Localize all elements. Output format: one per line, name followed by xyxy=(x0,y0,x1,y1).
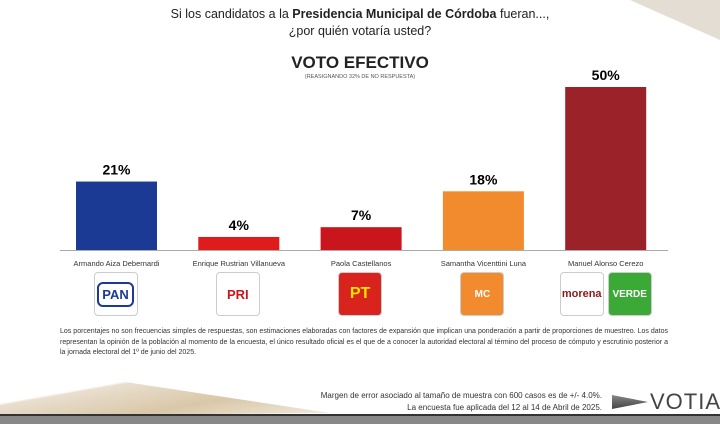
party-logo-verde: VERDE xyxy=(607,272,652,316)
bar xyxy=(565,87,647,250)
survey-dates: La encuesta fue aplicada del 12 al 14 de… xyxy=(407,403,602,412)
bar xyxy=(320,227,402,250)
methodology-note: Los porcentajes no son frecuencias simpl… xyxy=(60,328,668,356)
party-logo-pan: PAN xyxy=(93,272,138,316)
party-logo-morena: morena xyxy=(559,272,604,316)
chart-subtitle: (REASIGNANDO 32% DE NO RESPUESTA) xyxy=(304,74,416,80)
data-label: 4% xyxy=(229,217,250,233)
corner-decoration xyxy=(630,0,720,40)
question: Si los candidatos a la Presidencia Munic… xyxy=(0,6,720,40)
chart-title: VOTO EFECTIVO xyxy=(291,53,429,72)
logo-mark-icon xyxy=(612,395,648,409)
bar xyxy=(76,181,157,250)
bottom-border xyxy=(0,414,720,424)
margin-of-error: Margen de error asociado al tamaño de mu… xyxy=(320,391,602,400)
bar xyxy=(442,191,524,250)
data-label: 50% xyxy=(592,67,621,83)
category-label: Samantha Vicenttini Luna xyxy=(440,259,527,268)
data-label: 18% xyxy=(469,171,498,187)
party-logo-pt: PT xyxy=(338,272,383,316)
category-label: Manuel Alonso Cerezo xyxy=(567,259,644,268)
category-label: Armando Aiza Debernardi xyxy=(73,259,160,268)
footer-text: Margen de error asociado al tamaño de mu… xyxy=(321,390,602,414)
party-logo-mc: MC xyxy=(460,272,505,316)
category-label: Paola Castellanos xyxy=(330,259,392,268)
question-bold: Presidencia Municipal de Córdoba xyxy=(292,7,497,21)
question-text: fueran..., xyxy=(496,7,550,21)
party-logo-pri: PRI xyxy=(215,272,260,316)
votia-logo: VOTIA xyxy=(612,389,720,415)
question-line2: ¿por quién votaría usted? xyxy=(288,24,432,38)
data-label: 21% xyxy=(102,162,131,178)
category-label: Enrique Rustrian Villanueva xyxy=(192,259,285,268)
data-label: 7% xyxy=(351,207,372,223)
bar xyxy=(198,236,280,250)
question-text: Si los candidatos a la xyxy=(170,7,293,21)
